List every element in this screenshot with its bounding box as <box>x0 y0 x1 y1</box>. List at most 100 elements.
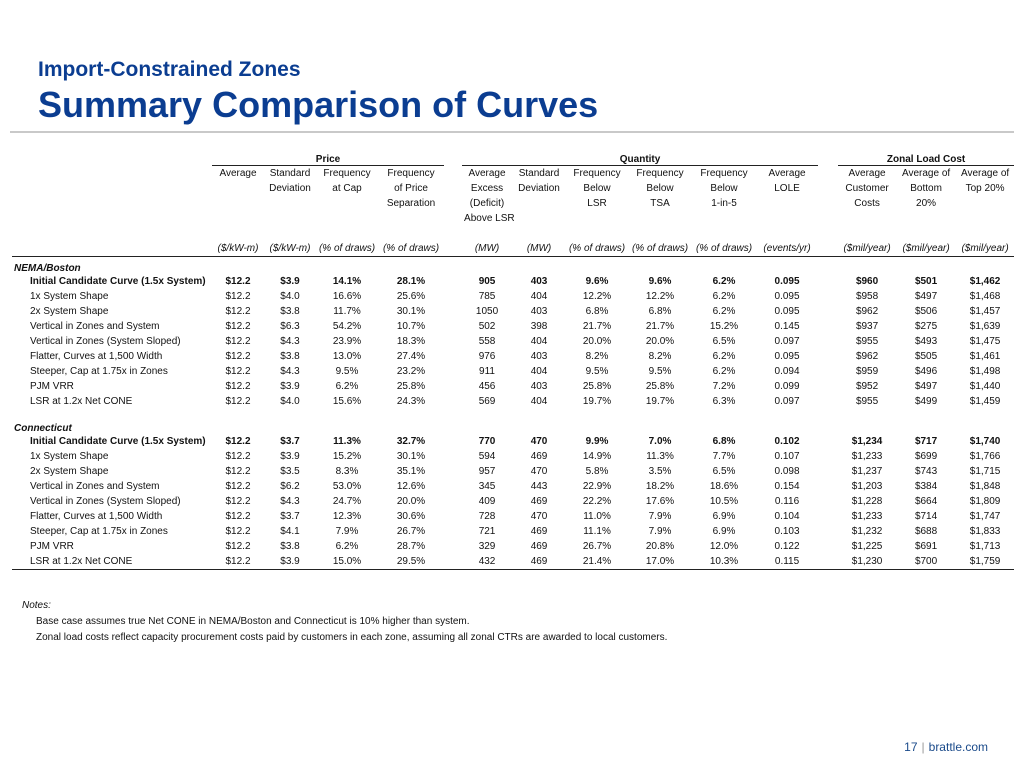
table-cell: 25.8% <box>645 381 675 392</box>
table-cell: 404 <box>530 396 548 407</box>
column-unit: (events/yr) <box>756 226 819 257</box>
table-cell: 6.9% <box>712 526 736 537</box>
table-row: PJM VRR $12.2 $3.8 6.2% 28.7% 329 469 26.7% 20.8… <box>12 539 1014 554</box>
table-cell: 398 <box>530 321 548 332</box>
table-cell: $501 <box>914 276 938 287</box>
table-cell: $6.2 <box>280 481 300 492</box>
column-unit: ($/kW-m) <box>264 226 316 257</box>
table-cell: 25.8% <box>582 381 612 392</box>
column-header: Customer <box>845 183 889 194</box>
table-cell: 721 <box>478 526 496 537</box>
column-spacer <box>444 211 462 226</box>
table-cell: $3.9 <box>280 451 300 462</box>
column-spacer <box>444 304 462 319</box>
column-header: Standard <box>269 168 311 179</box>
table-cell: $4.3 <box>280 496 300 507</box>
column-spacer <box>818 319 838 334</box>
table-cell: $3.8 <box>280 541 300 552</box>
column-unit: (MW) <box>512 226 567 257</box>
table-cell: $688 <box>914 526 938 537</box>
column-spacer <box>818 554 839 570</box>
column-spacer <box>818 379 838 394</box>
column-header <box>212 181 264 196</box>
table-cell: 30.1% <box>396 451 426 462</box>
table-cell: $496 <box>914 366 938 377</box>
table-cell: $275 <box>914 321 938 332</box>
table-cell: 24.7% <box>332 496 362 507</box>
table-cell: 502 <box>478 321 496 332</box>
column-header <box>264 196 316 211</box>
column-header: Frequency <box>323 168 371 179</box>
table-cell: 7.7% <box>712 451 736 462</box>
table-cell: $3.9 <box>280 381 300 392</box>
table-cell: 0.116 <box>774 496 800 507</box>
table-cell: $1,233 <box>851 511 883 522</box>
table-cell: 7.9% <box>648 511 672 522</box>
table-cell: 29.5% <box>378 554 445 570</box>
units-row: ($/kW-m) ($/kW-m) (% of draws) (% of draws)… <box>12 226 1015 257</box>
table-cell: 403 <box>530 276 548 287</box>
table-cell: 785 <box>478 291 496 302</box>
table-cell: 6.5% <box>712 336 736 347</box>
table-cell: 905 <box>478 276 496 287</box>
column-header <box>756 211 818 226</box>
table-cell: $1,766 <box>969 451 1001 462</box>
table-cell: 0.102 <box>774 436 800 447</box>
table-cell: $691 <box>914 541 938 552</box>
table-cell: $1,809 <box>969 496 1001 507</box>
table-cell: 404 <box>530 291 548 302</box>
notes: Notes: Base case assumes true Net CONE i… <box>22 598 667 646</box>
column-unit: (% of draws) <box>378 226 445 257</box>
table-cell: $1,715 <box>969 466 1001 477</box>
table-cell: $3.9 <box>264 554 316 570</box>
table-cell: 10.5% <box>709 496 739 507</box>
table-cell: 24.3% <box>396 396 426 407</box>
table-cell: 32.7% <box>396 436 426 447</box>
column-header: Average <box>848 168 886 179</box>
table-cell: $1,475 <box>969 336 1001 347</box>
column-header: (Deficit) <box>469 198 505 209</box>
table-cell: 0.097 <box>774 336 800 347</box>
column-spacer <box>444 464 462 479</box>
table-cell: $505 <box>914 351 938 362</box>
table-cell: $12.2 <box>225 306 251 317</box>
row-label: Initial Candidate Curve (1.5x System) <box>30 436 206 447</box>
table-cell: $12.2 <box>225 511 251 522</box>
table-cell: 6.3% <box>712 396 736 407</box>
table-cell: 16.6% <box>332 291 362 302</box>
table-cell: $955 <box>855 396 879 407</box>
table-cell: $1,740 <box>969 436 1001 447</box>
brand-link[interactable]: brattle.com <box>928 740 988 754</box>
column-spacer <box>444 349 462 364</box>
table-cell: 0.095 <box>774 351 800 362</box>
column-spacer <box>818 226 839 257</box>
column-header: Standard <box>518 168 560 179</box>
table-cell: 469 <box>530 451 548 462</box>
table-cell: $1,225 <box>851 541 883 552</box>
column-spacer <box>444 274 462 289</box>
table-cell: 6.2% <box>712 366 736 377</box>
table-cell: 0.094 <box>774 366 800 377</box>
table-cell: 469 <box>530 541 548 552</box>
column-header <box>566 211 628 226</box>
table-cell: 6.2% <box>712 351 736 362</box>
note-line: Zonal load costs reflect capacity procur… <box>36 632 668 643</box>
header-label-cell <box>12 211 212 226</box>
table-cell: 12.2% <box>582 291 612 302</box>
table-cell: $1,457 <box>969 306 1001 317</box>
table-cell: 9.6% <box>585 276 609 287</box>
header-label-cell <box>12 166 212 182</box>
table-cell: 728 <box>478 511 496 522</box>
table-cell: $493 <box>914 336 938 347</box>
table-cell: $4.0 <box>280 396 300 407</box>
table-cell: 53.0% <box>332 481 362 492</box>
title-divider <box>10 131 1014 133</box>
column-header: Frequency <box>636 168 684 179</box>
column-header: Average of <box>960 168 1010 179</box>
table-cell: $12.2 <box>225 321 251 332</box>
table-cell: 12.6% <box>396 481 426 492</box>
column-header <box>316 211 378 226</box>
table-cell: 9.9% <box>585 436 609 447</box>
column-unit: (% of draws) <box>566 226 629 257</box>
group-zonal-load-cost: Zonal Load Cost <box>838 151 1015 166</box>
